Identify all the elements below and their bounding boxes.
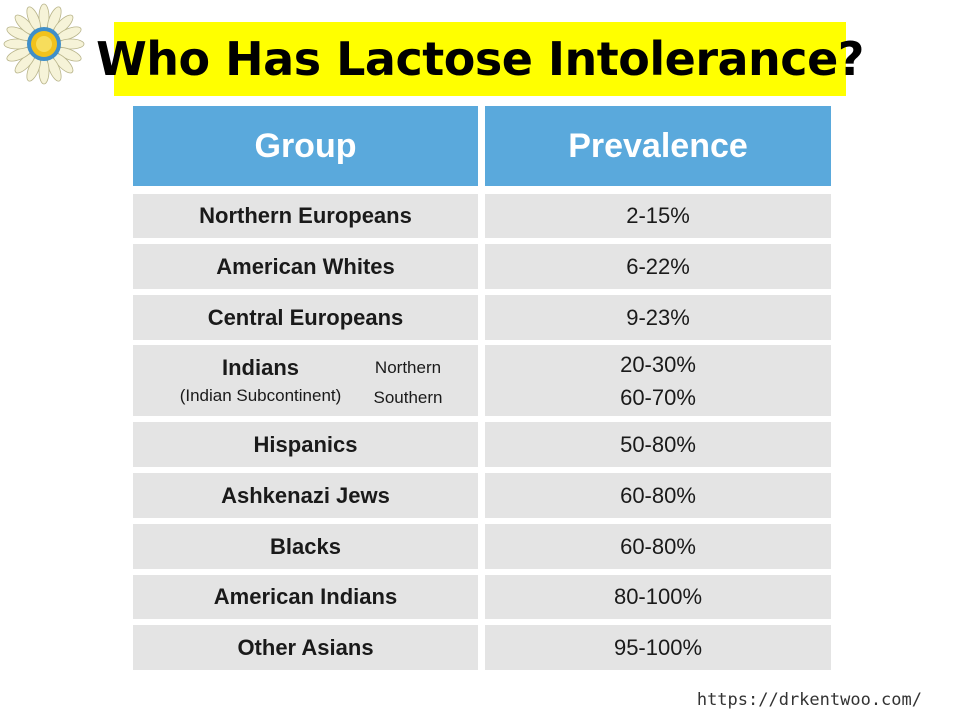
table-row: Indians (Indian Subcontinent) Northern S…: [133, 345, 831, 416]
prevalence-value: 20-30%: [620, 351, 696, 377]
table-row: Central Europeans 9-23%: [133, 295, 831, 340]
group-cell: American Whites: [133, 244, 478, 289]
subgroup-label: Northern: [374, 358, 442, 377]
header-prevalence: Prevalence: [485, 106, 831, 186]
prevalence-cell: 20-30% 60-70%: [485, 345, 831, 416]
table-row: Other Asians 95-100%: [133, 625, 831, 670]
group-cell: Hispanics: [133, 422, 478, 467]
prevalence-cell: 9-23%: [485, 295, 831, 340]
group-cell: American Indians: [133, 575, 478, 619]
group-cell: Central Europeans: [133, 295, 478, 340]
title-highlight: Who Has Lactose Intolerance?: [96, 22, 864, 96]
slide-title: Who Has Lactose Intolerance?: [96, 32, 864, 86]
prevalence-cell: 60-80%: [485, 524, 831, 569]
prevalence-cell: 60-80%: [485, 473, 831, 518]
header-group: Group: [133, 106, 478, 186]
group-cell: Indians (Indian Subcontinent) Northern S…: [133, 345, 478, 416]
table-row: American Whites 6-22%: [133, 244, 831, 289]
group-note: (Indian Subcontinent): [179, 386, 342, 405]
group-name: Indians: [221, 355, 299, 380]
prevalence-cell: 6-22%: [485, 244, 831, 289]
sunflower-icon: [2, 2, 86, 86]
prevalence-cell: 95-100%: [485, 625, 831, 670]
table-row: Ashkenazi Jews 60-80%: [133, 473, 831, 518]
prevalence-cell: 80-100%: [485, 575, 831, 619]
group-cell: Other Asians: [133, 625, 478, 670]
table-row: Northern Europeans 2-15%: [133, 194, 831, 238]
table-row: American Indians 80-100%: [133, 575, 831, 619]
source-url: https://drkentwoo.com/: [696, 690, 922, 710]
group-cell: Blacks: [133, 524, 478, 569]
prevalence-cell: 2-15%: [485, 194, 831, 238]
group-cell: Ashkenazi Jews: [133, 473, 478, 518]
prevalence-cell: 50-80%: [485, 422, 831, 467]
prevalence-value: 60-70%: [620, 384, 696, 410]
group-cell: Northern Europeans: [133, 194, 478, 238]
table-row: Hispanics 50-80%: [133, 422, 831, 467]
table-header-row: Group Prevalence: [133, 106, 831, 186]
table-row: Blacks 60-80%: [133, 524, 831, 569]
subgroup-label: Southern: [373, 388, 443, 407]
